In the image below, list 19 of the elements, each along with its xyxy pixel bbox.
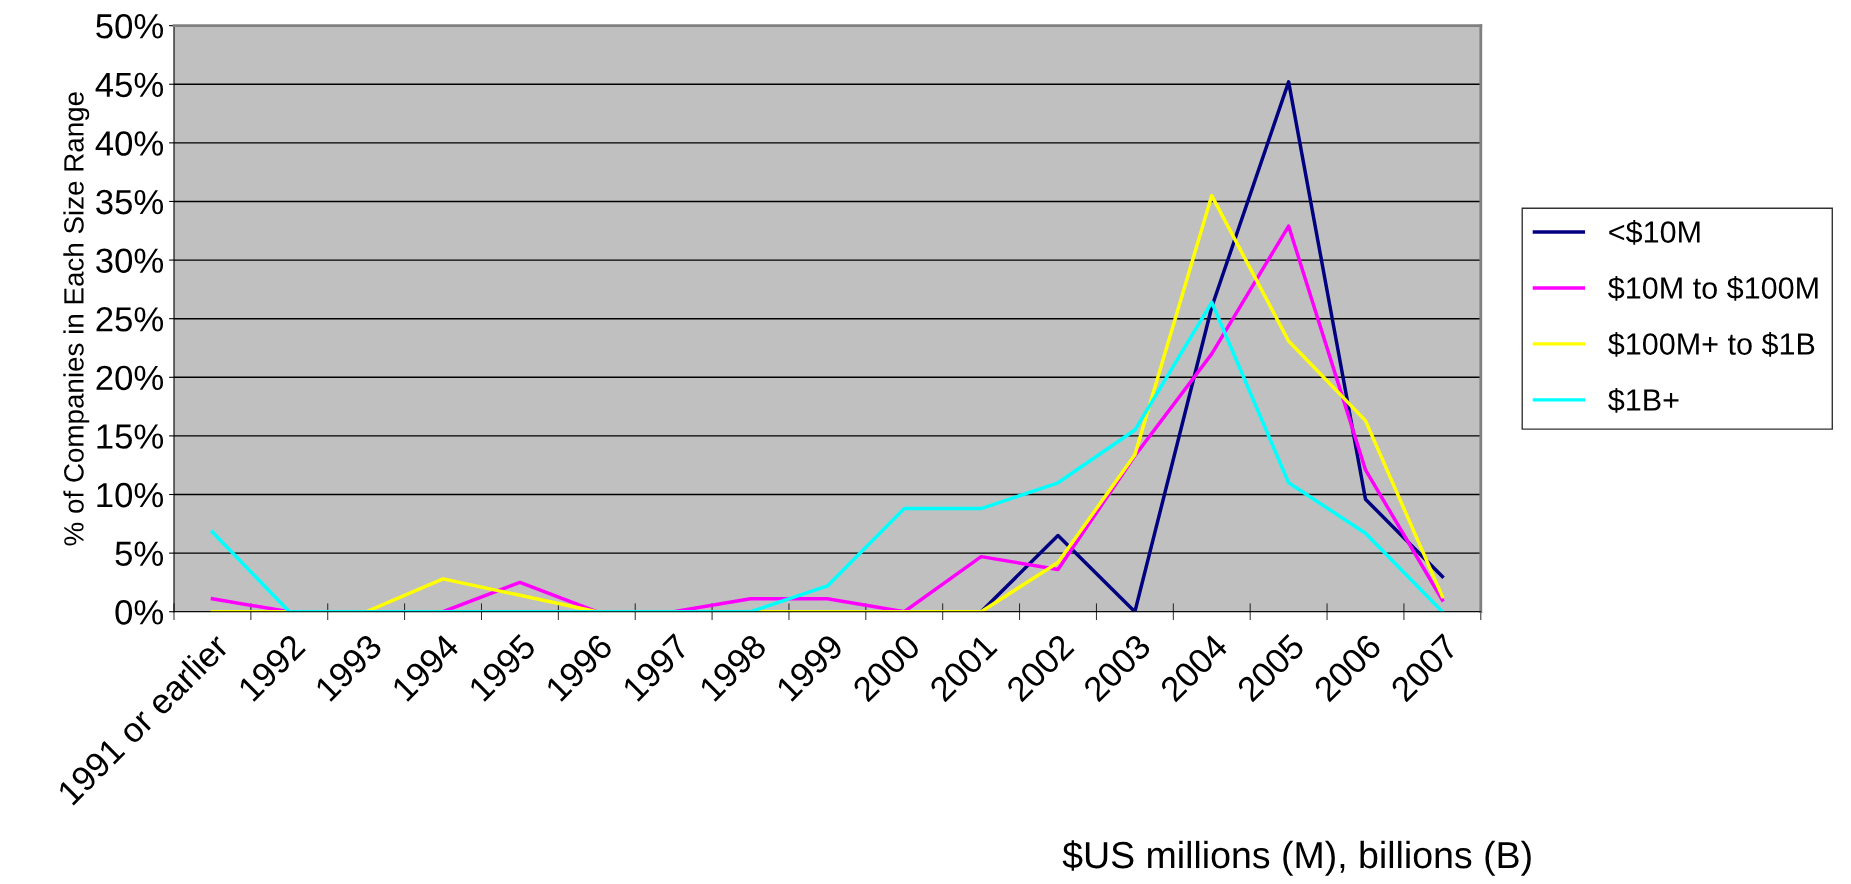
y-tick-label: 45% [95,72,164,98]
y-tick-label: 5% [115,541,164,567]
legend-label: $100M+ to $1B [1608,331,1815,357]
line-series [210,300,1445,612]
y-axis-title: % of Companies in Each Size Range [63,92,90,546]
y-tick-label: 20% [96,365,164,391]
y-tick-label: 15% [97,424,164,449]
y-tick-label: 10% [97,482,164,508]
legend-label: $10M to $100M [1608,275,1818,301]
legend-label: $1B+ [1608,387,1679,413]
legend-label: <$10M [1609,219,1700,245]
y-tick-label: 35% [96,189,164,215]
y-tick-label: 0% [115,600,164,625]
y-tick-label: 50% [96,13,164,39]
y-tick-label: 40% [95,131,164,156]
y-tick-label: 30% [96,248,164,273]
y-tick-label: 25% [96,307,164,332]
x-axis-title: $US millions (M), billions (B) [1062,840,1531,876]
line-series [979,80,1445,612]
